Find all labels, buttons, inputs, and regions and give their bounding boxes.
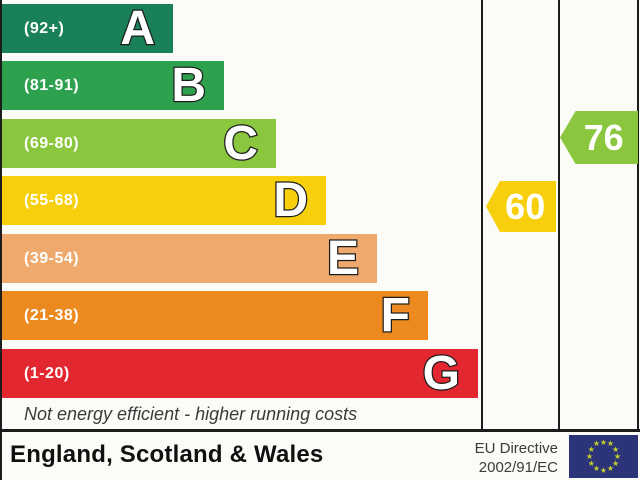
- band-row-a: (92+) A: [2, 1, 173, 55]
- eu-directive-line1: EU Directive: [474, 440, 558, 457]
- region-label: England, Scotland & Wales: [10, 441, 324, 468]
- band-row-d: (55-68) D: [2, 173, 326, 227]
- eu-flag-icon: ★ ★ ★ ★ ★ ★ ★ ★ ★ ★ ★ ★: [569, 435, 638, 478]
- eu-directive-line2: 2002/91/EC: [478, 458, 558, 476]
- current-rating-badge: 60: [486, 181, 556, 232]
- band-range-label: (92+): [24, 19, 65, 37]
- band-letter-label: A: [119, 1, 156, 55]
- band-range-label: (21-38): [24, 306, 80, 324]
- eu-flag-star-icon: ★: [612, 444, 620, 454]
- band-range-label: (39-54): [24, 249, 80, 267]
- chart-footer-divider: [0, 429, 640, 432]
- potential-column-divider: [558, 0, 560, 430]
- current-rating-value: 60: [505, 185, 546, 227]
- band-letter-label: G: [421, 346, 461, 400]
- band-letter-label: D: [272, 173, 309, 227]
- band-bar-b: (81-91) B: [2, 58, 224, 112]
- eu-flag-star-icon: ★: [599, 437, 608, 447]
- band-bar-f: (21-38) F: [2, 288, 428, 342]
- eu-flag-star-icon: ★: [613, 451, 622, 461]
- eu-flag-star-icon: ★: [587, 458, 595, 468]
- band-bar-d: (55-68) D: [2, 173, 326, 227]
- eu-flag-star-icon: ★: [592, 463, 601, 473]
- band-range-label: (1-20): [24, 364, 70, 382]
- band-bar-a: (92+) A: [2, 1, 173, 55]
- band-letter-label: F: [379, 288, 411, 342]
- band-row-g: (1-20) G: [2, 346, 478, 400]
- not-efficient-note: Not energy efficient - higher running co…: [24, 404, 358, 424]
- band-bar-g: (1-20) G: [2, 346, 478, 400]
- band-row-b: (81-91) B: [2, 58, 224, 112]
- current-column-divider: [481, 0, 483, 430]
- eu-flag-star-icon: ★: [606, 439, 615, 449]
- eu-flag-star-icon: ★: [599, 465, 608, 475]
- band-bar-e: (39-54) E: [2, 231, 377, 285]
- band-row-f: (21-38) F: [2, 288, 428, 342]
- potential-rating-badge: 76: [560, 111, 638, 164]
- eu-flag-star-icon: ★: [587, 444, 595, 454]
- band-letter-label: C: [222, 116, 259, 170]
- eu-flag-star-icon: ★: [606, 463, 615, 473]
- band-letter-label: B: [170, 58, 207, 112]
- band-row-e: (39-54) E: [2, 231, 377, 285]
- potential-rating-value: 76: [583, 116, 624, 158]
- band-letter-label: E: [326, 231, 361, 285]
- band-range-label: (69-80): [24, 134, 80, 152]
- eu-directive-label: EU Directive 2002/91/EC: [475, 440, 558, 478]
- eu-flag-star-icon: ★: [585, 451, 594, 461]
- band-row-c: (69-80) C: [2, 116, 276, 170]
- chart-right-border: [637, 0, 639, 430]
- eu-flag-star-icon: ★: [612, 458, 620, 468]
- eu-flag-star-icon: ★: [592, 439, 601, 449]
- chart-left-border: [0, 0, 2, 480]
- band-range-label: (55-68): [24, 191, 80, 209]
- band-range-label: (81-91): [24, 76, 80, 94]
- band-bar-c: (69-80) C: [2, 116, 276, 170]
